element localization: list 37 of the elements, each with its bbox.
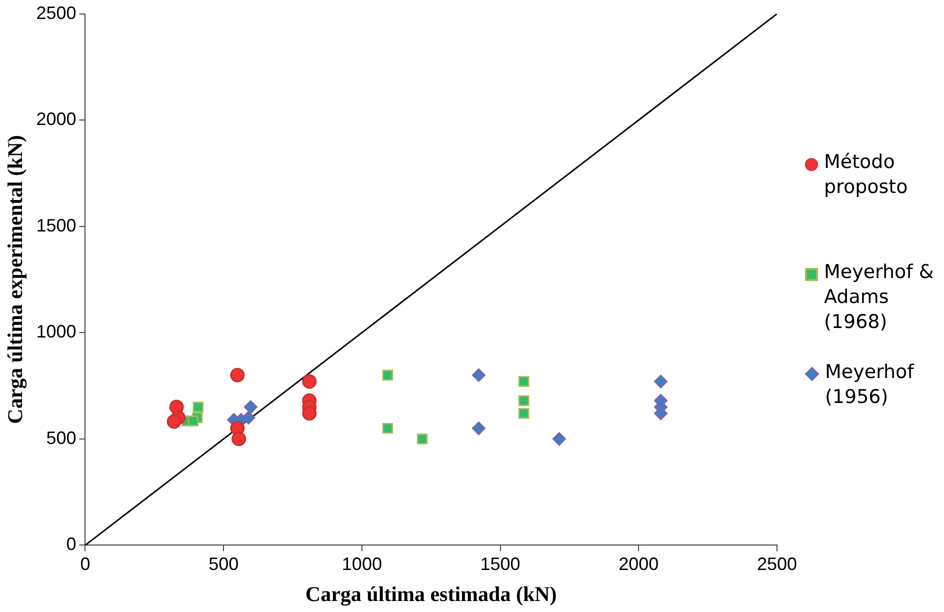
- point: [302, 374, 317, 389]
- point: [552, 432, 566, 446]
- x-tick-label: 1000: [342, 554, 382, 574]
- x-tick-label: 0: [80, 554, 90, 574]
- x-tick-label: 2000: [618, 554, 659, 574]
- point: [188, 416, 198, 426]
- y-tick-label: 0: [66, 534, 76, 554]
- legend-label: Método proposto: [824, 150, 909, 200]
- point: [472, 368, 486, 382]
- point: [382, 370, 394, 380]
- x-tick-label: 2500: [756, 554, 797, 574]
- point: [654, 406, 668, 420]
- point: [242, 410, 256, 424]
- point: [382, 422, 394, 434]
- point: [416, 434, 428, 444]
- y-tick-label: 2500: [36, 2, 76, 23]
- point: [654, 374, 668, 388]
- point: [244, 400, 258, 414]
- legend-label: Meyerhof & Adams (1968): [824, 260, 935, 335]
- x-axis-title: Carga última estimada (kN): [305, 582, 557, 606]
- point: [166, 414, 182, 429]
- point: [518, 376, 530, 387]
- point: [230, 368, 245, 382]
- x-tick-label: 500: [208, 554, 239, 574]
- y-axis-title: Carga última experimental (kN): [3, 135, 28, 424]
- y-tick-label: 500: [46, 428, 76, 448]
- legend-label: Meyerhof (1956): [825, 360, 916, 410]
- point: [302, 406, 317, 421]
- point: [232, 432, 246, 446]
- point: [518, 408, 530, 419]
- point: [192, 402, 204, 412]
- y-tick-label: 1500: [36, 215, 76, 236]
- point: [472, 422, 486, 436]
- y-tick-label: 2000: [36, 109, 76, 130]
- x-tick-label: 1500: [480, 554, 520, 574]
- y-tick-label: 1000: [36, 322, 76, 342]
- point: [518, 395, 530, 406]
